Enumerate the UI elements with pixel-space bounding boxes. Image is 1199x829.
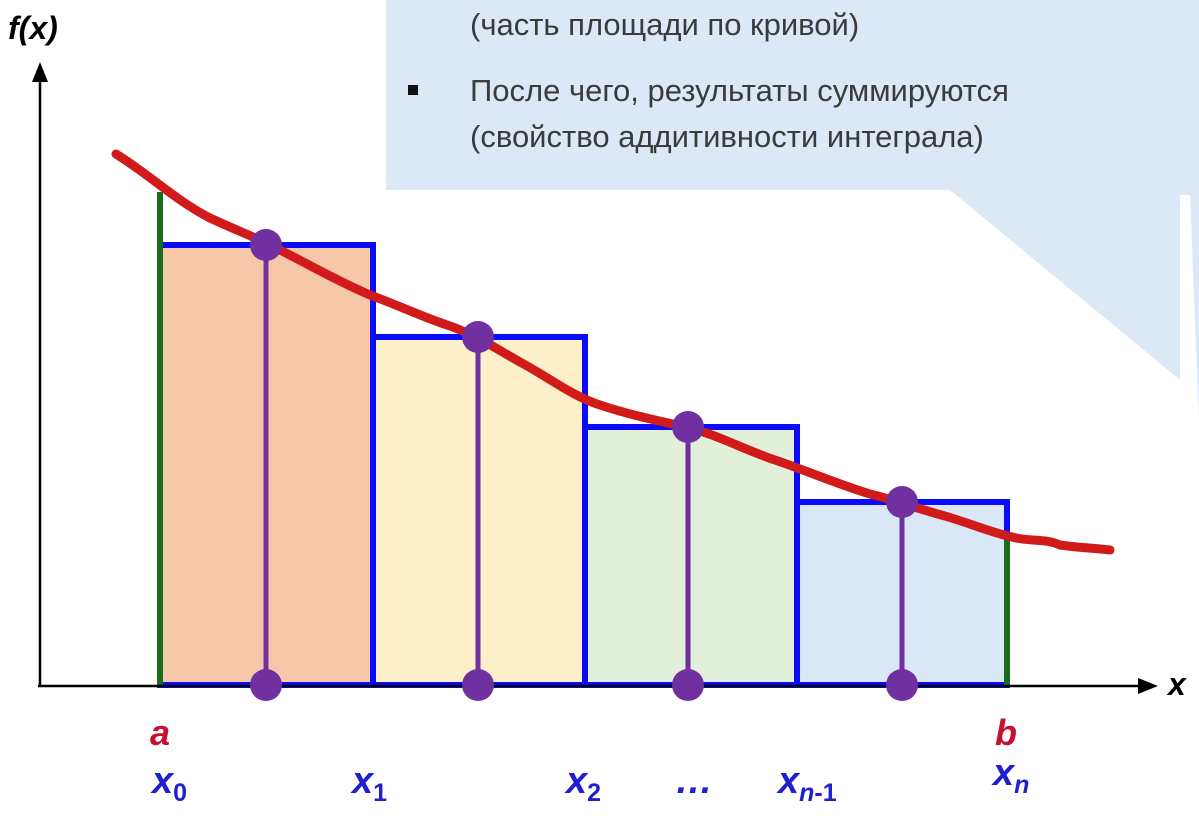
callout: (часть площади по кривой) После чего, ре…	[386, 0, 1199, 190]
x-axis-arrow	[1138, 678, 1158, 694]
midpoint-dot-axis-4	[886, 669, 918, 701]
function-curve	[111, 149, 1115, 555]
x-axis-label: x	[1168, 666, 1186, 702]
bullet-marker	[408, 85, 418, 95]
y-axis-arrow	[32, 62, 48, 82]
node-label-xn-1: xn-1	[778, 760, 837, 807]
callout-background	[386, 0, 1199, 420]
callout-line-1: (часть площади по кривой)	[470, 7, 860, 42]
midpoint-dot-axis-3	[672, 669, 704, 701]
rectangle-3	[585, 427, 797, 685]
callout-bullet-line-2: (свойство аддитивности интеграла)	[470, 119, 984, 154]
midpoint-dot-top-4	[886, 486, 918, 518]
midpoint-dot-top-2	[462, 321, 494, 353]
bound-a-label: a	[150, 712, 171, 753]
node-label-x0: x0	[152, 760, 188, 807]
midpoint-dot-top-3	[672, 411, 704, 443]
callout-bullet-line-1: После чего, результаты суммируются	[470, 73, 1009, 108]
midpoint-dot-top-1	[250, 229, 282, 261]
bound-b-label: b	[995, 712, 1017, 753]
node-label-xn: xn	[993, 752, 1030, 799]
midpoint-dot-axis-1	[250, 669, 282, 701]
node-label-x1: x1	[352, 760, 388, 807]
y-axis-label: f(x)	[8, 10, 58, 46]
node-label-dots: …	[675, 760, 713, 802]
midpoint-dot-axis-2	[462, 669, 494, 701]
node-label-x2: x2	[566, 760, 602, 807]
